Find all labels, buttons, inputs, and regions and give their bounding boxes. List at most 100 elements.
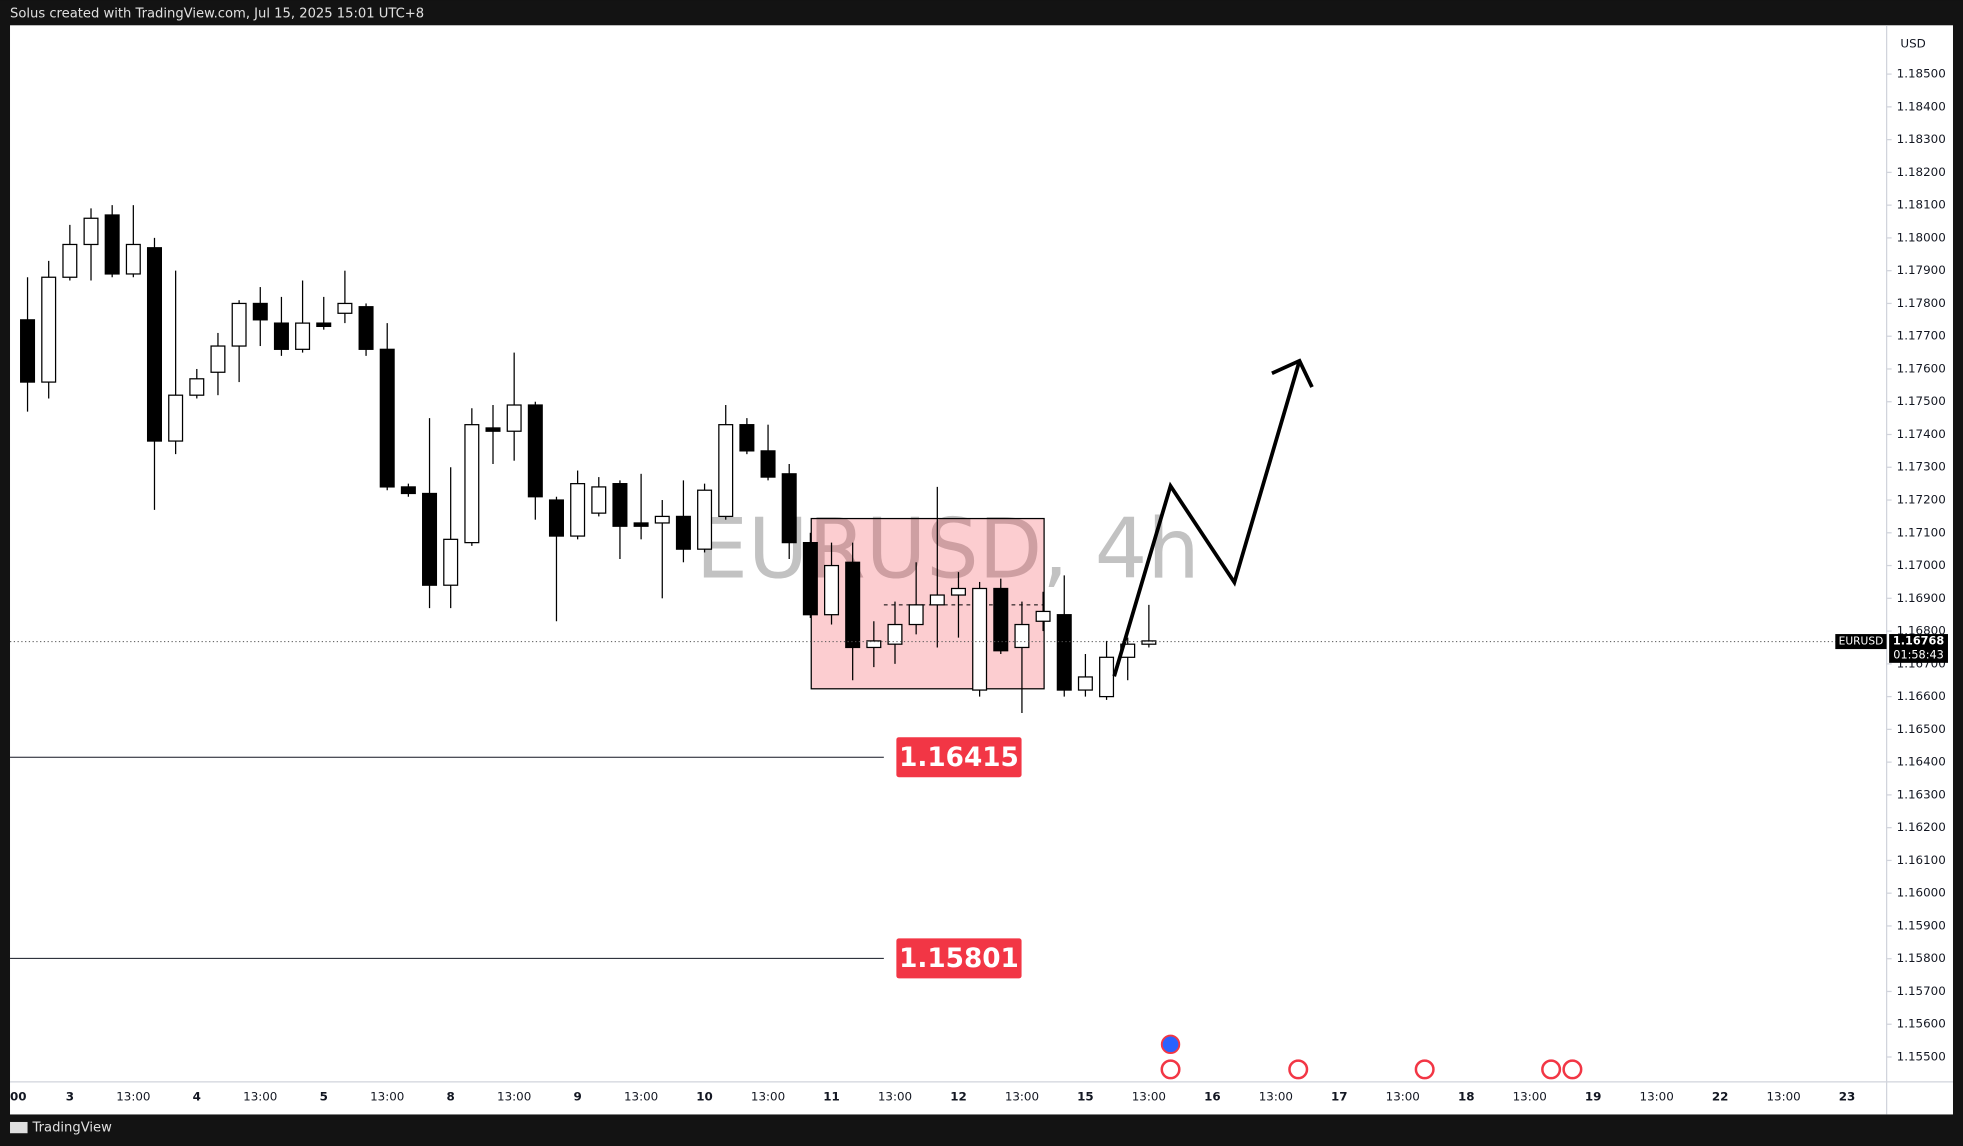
candle-body: [485, 427, 501, 432]
x-tick-label: 13:00: [624, 1089, 658, 1103]
candle-body: [146, 247, 162, 442]
candle-body: [908, 604, 924, 626]
watermark: EURUSD, 4h: [696, 501, 1200, 597]
y-tick-label: 1.17900: [1897, 263, 1946, 277]
y-tick-label: 1.17100: [1897, 525, 1946, 539]
candle-body: [62, 243, 78, 278]
y-tick-label: 1.16300: [1897, 787, 1946, 801]
y-tick-label: 1.15700: [1897, 984, 1946, 998]
candle-body: [252, 302, 268, 321]
x-tick-label: 9: [574, 1089, 582, 1103]
y-tick-label: 1.18500: [1897, 67, 1946, 81]
level-label: 1.16415: [899, 743, 1019, 773]
last-price-label: 1.16768: [1893, 635, 1944, 648]
x-tick-label: 13:00: [1386, 1089, 1420, 1103]
y-tick-label: 1.18100: [1897, 198, 1946, 212]
y-tick-label: 1.16100: [1897, 853, 1946, 867]
last-price-box: [1889, 634, 1948, 663]
event-icon[interactable]: [1414, 1059, 1435, 1080]
x-tick-label: 13:00: [116, 1089, 150, 1103]
candle-body: [591, 486, 607, 514]
candle-body: [231, 302, 247, 347]
x-tick-label: 13:00: [497, 1089, 531, 1103]
candle-body: [697, 489, 713, 550]
candle-body: [1056, 614, 1072, 691]
candle-body: [570, 483, 586, 537]
candle-body: [20, 319, 36, 383]
x-tick-label: 13:00: [1005, 1089, 1039, 1103]
projection-path: [1112, 360, 1302, 677]
x-tick-label: 17: [1331, 1089, 1348, 1103]
candle-body: [1077, 676, 1093, 691]
candle-body: [295, 322, 311, 350]
y-tick-label: 1.18000: [1897, 230, 1946, 244]
y-tick-label: 1.17400: [1897, 427, 1946, 441]
y-tick-label: 1.15600: [1897, 1017, 1946, 1031]
y-tick-label: 1.17600: [1897, 361, 1946, 375]
candle-body: [379, 348, 395, 488]
event-icon[interactable]: [1541, 1059, 1562, 1080]
x-tick-label: 22: [1712, 1089, 1729, 1103]
x-tick-label: 16: [1204, 1089, 1221, 1103]
level-label: 1.15801: [899, 944, 1019, 974]
level-label-box: [896, 938, 1022, 979]
candle-body: [1141, 640, 1157, 645]
y-tick-label: 1.15900: [1897, 918, 1946, 932]
y-tick-label: 1.16400: [1897, 755, 1946, 769]
candle-body: [950, 587, 966, 596]
event-icon[interactable]: [1160, 1059, 1181, 1080]
footer: TradingView: [10, 1121, 112, 1136]
header-text: Solus created with TradingView.com, Jul …: [10, 7, 424, 22]
x-tick-label: 13:00: [243, 1089, 277, 1103]
x-tick-label: 15: [1077, 1089, 1094, 1103]
y-tick-label: 1.17800: [1897, 296, 1946, 310]
x-tick-label: 00: [10, 1089, 27, 1103]
y-tick-label: 1.16200: [1897, 820, 1946, 834]
x-tick-label: 23: [1839, 1089, 1856, 1103]
x-tick-label: 13:00: [1513, 1089, 1547, 1103]
candle-body: [781, 473, 797, 544]
x-tick-label: 13:00: [1766, 1089, 1800, 1103]
event-icon[interactable]: [1160, 1034, 1181, 1055]
event-icon[interactable]: [1288, 1059, 1309, 1080]
currency-label: USD: [1900, 37, 1925, 51]
x-tick-label: 13:00: [370, 1089, 404, 1103]
y-tick-label: 1.17200: [1897, 493, 1946, 507]
arrow-head: [1271, 358, 1314, 388]
candle-body: [337, 302, 353, 314]
candle-body: [316, 322, 332, 328]
candle-body: [612, 483, 628, 527]
x-tick-label: 19: [1585, 1089, 1602, 1103]
projection-arrow: [1112, 358, 1314, 677]
event-icon[interactable]: [1562, 1059, 1583, 1080]
candle-body: [168, 394, 184, 442]
candle-body: [83, 217, 99, 246]
x-tick-label: 3: [66, 1089, 74, 1103]
candle-body: [210, 345, 226, 373]
candle-body: [506, 404, 522, 432]
candle-body: [125, 243, 141, 275]
candle-body: [358, 306, 374, 350]
candle-body: [104, 214, 120, 275]
countdown-label: 01:58:43: [1893, 648, 1944, 661]
x-tick-label: 13:00: [751, 1089, 785, 1103]
footer-text: TradingView: [32, 1121, 113, 1136]
x-tick-label: 5: [320, 1089, 328, 1103]
x-tick-label: 13:00: [878, 1089, 912, 1103]
candle-body: [993, 587, 1009, 652]
y-tick-label: 1.16000: [1897, 886, 1946, 900]
candle-body: [654, 515, 670, 524]
candle-body: [1014, 623, 1030, 649]
y-tick-label: 1.18300: [1897, 132, 1946, 146]
y-tick-label: 1.16900: [1897, 591, 1946, 605]
candle-body: [866, 640, 882, 649]
x-tick-label: 4: [193, 1089, 201, 1103]
y-tick-label: 1.16600: [1897, 689, 1946, 703]
candle-body: [739, 424, 755, 452]
y-tick-label: 1.16500: [1897, 722, 1946, 736]
y-tick-label: 1.15800: [1897, 951, 1946, 965]
y-tick-label: 1.18200: [1897, 165, 1946, 179]
level-label-box: [896, 737, 1022, 778]
